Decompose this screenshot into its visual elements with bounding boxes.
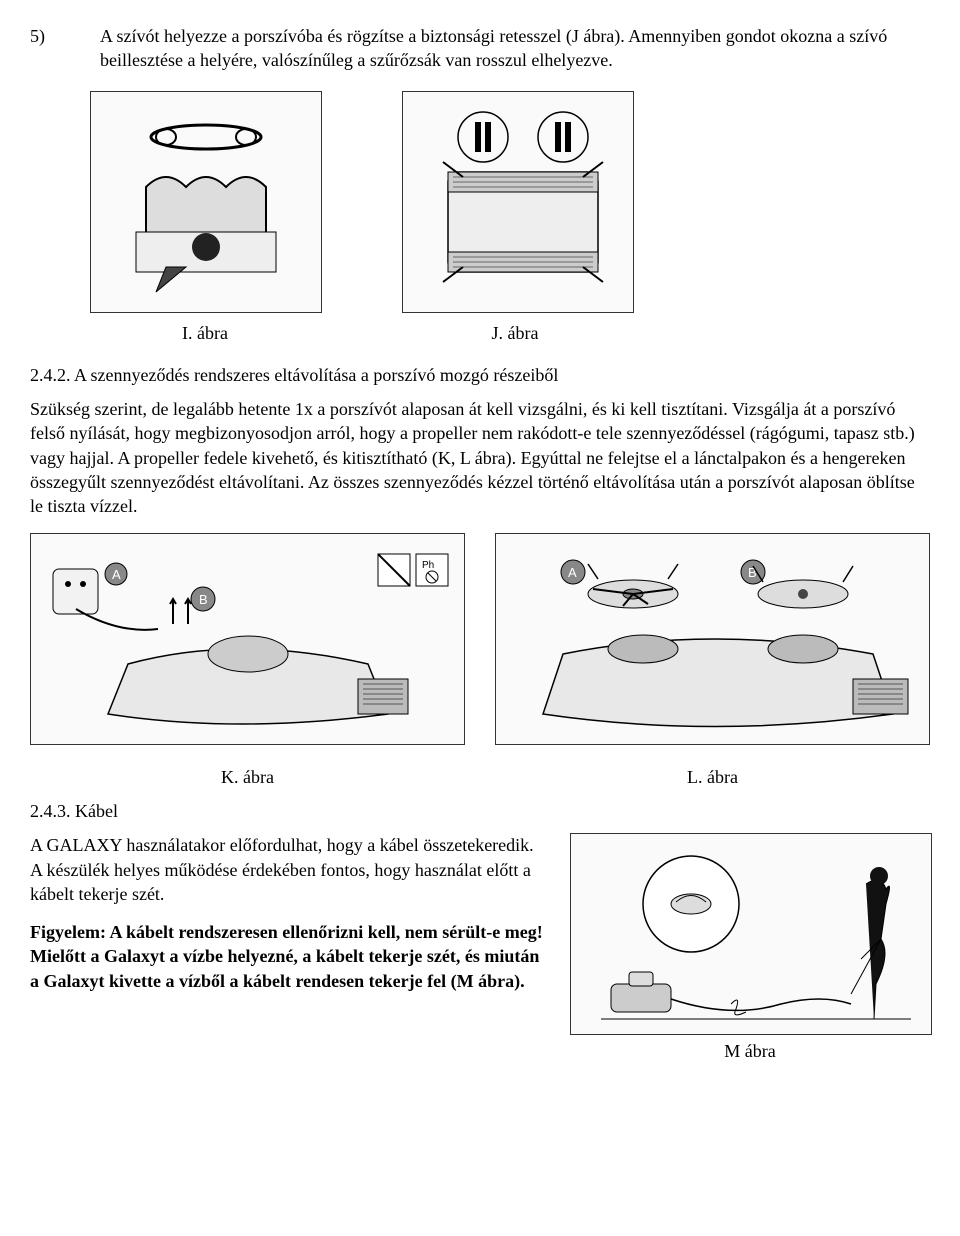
vacuum-top-icon <box>413 102 623 302</box>
caption-k: K. ábra <box>30 765 465 789</box>
svg-text:A: A <box>568 565 577 580</box>
section-243-text: A GALAXY használatakor előfordulhat, hog… <box>30 833 546 1007</box>
heading-242: 2.4.2. A szennyeződés rendszeres eltávol… <box>30 363 930 387</box>
section-243-p1: A GALAXY használatakor előfordulhat, hog… <box>30 833 546 906</box>
propeller-cover-icon: A B <box>503 544 923 734</box>
caption-row-ij: I. ábra J. ábra <box>90 321 930 345</box>
svg-text:Ph: Ph <box>422 560 434 571</box>
caption-j: J. ábra <box>400 321 630 345</box>
svg-text:B: B <box>199 592 208 607</box>
section-243-p2: Figyelem: A kábelt rendszeresen ellenőri… <box>30 920 546 993</box>
caption-row-kl: K. ábra L. ábra <box>30 765 930 789</box>
section-242-p1: Szükség szerint, de legalább hetente 1x … <box>30 397 930 518</box>
figure-m <box>570 833 932 1035</box>
svg-text:B: B <box>748 565 757 580</box>
step-5-text: A szívót helyezze a porszívóba és rögzít… <box>100 24 930 73</box>
section-243-row: A GALAXY használatakor előfordulhat, hog… <box>30 833 930 1063</box>
caption-l: L. ábra <box>495 765 930 789</box>
cable-unwind-icon <box>581 844 921 1024</box>
figure-j <box>402 91 634 313</box>
figure-row-ij <box>90 91 930 313</box>
caption-m: M ábra <box>570 1039 930 1063</box>
svg-text:A: A <box>112 567 121 582</box>
figure-k: A B Ph <box>30 533 465 745</box>
filter-bag-icon <box>106 107 306 297</box>
step-number: 5) <box>30 24 100 73</box>
figure-m-col: M ábra <box>570 833 930 1063</box>
caption-i: I. ábra <box>90 321 320 345</box>
figure-i <box>90 91 322 313</box>
figure-row-kl: A B Ph A B <box>30 533 930 745</box>
step-5: 5) A szívót helyezze a porszívóba és rög… <box>30 24 930 73</box>
unplug-propeller-icon: A B Ph <box>38 544 458 734</box>
heading-243: 2.4.3. Kábel <box>30 799 930 823</box>
figure-l: A B <box>495 533 930 745</box>
